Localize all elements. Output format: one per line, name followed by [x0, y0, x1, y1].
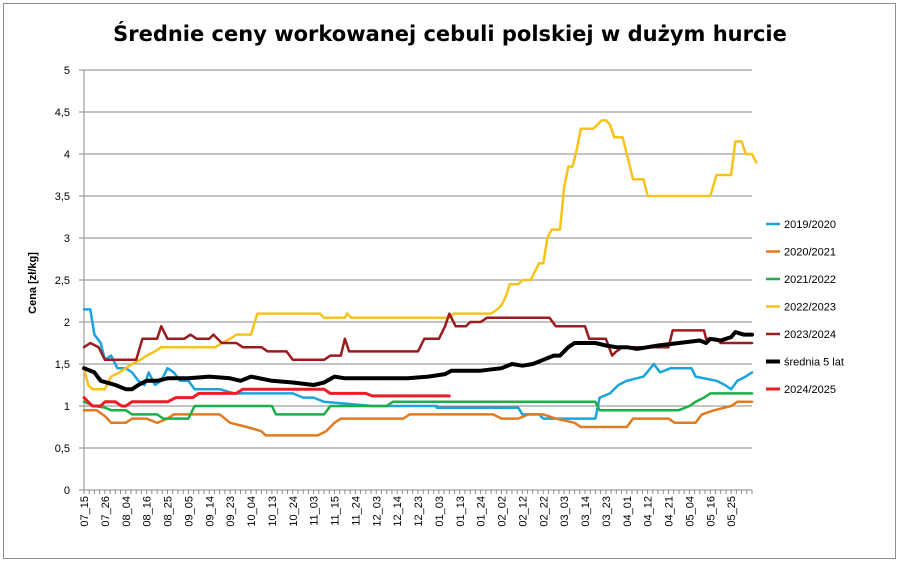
y-tick-label: 4,5 — [55, 107, 70, 119]
x-tick-label: 09_14 — [204, 496, 216, 527]
x-tick-label: 08_16 — [142, 496, 154, 527]
y-tick-label: 0 — [64, 485, 70, 497]
x-axis: 07_15 07_26 08_04 08_16 08_25 09_05 09_14 09_23… — [79, 489, 753, 527]
series-line--rednia-5-lat — [82, 330, 754, 392]
y-tick-label: 3 — [64, 233, 70, 245]
legend-entry: 2023/2024 — [784, 329, 836, 341]
x-tick-label: 02_12 — [517, 496, 529, 527]
x-tick-label: 11_15 — [330, 496, 342, 526]
x-tick-label: 12_03 — [371, 496, 383, 527]
y-tick-label: 0,5 — [55, 443, 70, 455]
gridlines — [84, 69, 752, 449]
series-lines — [82, 119, 758, 437]
chart-frame — [3, 3, 896, 559]
x-tick-label: 04_12 — [643, 496, 655, 527]
x-tick-label: 05_25 — [726, 496, 738, 527]
x-tick-label: 09_05 — [183, 496, 195, 527]
x-tick-label: 03_23 — [601, 496, 613, 527]
x-tick-label: 04_21 — [664, 496, 676, 527]
x-tick-label: 02_02 — [497, 496, 509, 527]
x-tick-label: 01_03 — [434, 496, 446, 527]
x-tick-label: 03_03 — [559, 496, 571, 527]
y-tick-label: 1 — [64, 401, 70, 413]
chart-title: Średnie ceny workowanej cebuli polskiej … — [113, 22, 787, 46]
x-tick-label: 05_16 — [705, 496, 717, 527]
y-tick-label: 4 — [64, 149, 70, 161]
y-axis-label: Cena [zł/kg] — [27, 252, 39, 314]
x-tick-label: 08_04 — [121, 496, 133, 527]
legend: 2019/2020 2020/2021 2021/2022 2022/2023 2023… — [766, 219, 844, 396]
x-tick-label: 07_26 — [100, 496, 112, 527]
x-tick-label: 05_04 — [684, 496, 696, 527]
x-tick-label: 12_23 — [413, 496, 425, 527]
x-tick-label: 10_24 — [288, 496, 300, 527]
x-tick-label: 11_03 — [309, 496, 321, 526]
x-tick-label: 01_13 — [455, 496, 467, 527]
x-tick-label: 04_01 — [622, 496, 634, 527]
x-tick-label: 07_15 — [79, 496, 91, 527]
x-tick-label: 12_14 — [392, 496, 404, 527]
y-tick-label: 2,5 — [55, 275, 70, 287]
series-line-2023-2024 — [82, 312, 754, 362]
legend-entry: 2022/2023 — [784, 302, 836, 314]
series-line-2021-2022 — [82, 392, 754, 420]
legend-entry: 2024/2025 — [784, 384, 836, 396]
x-tick-label: 10_04 — [246, 496, 258, 527]
x-tick-label: 09_23 — [225, 496, 237, 527]
series-line-2024-2025 — [82, 387, 451, 408]
y-tick-label: 2 — [64, 317, 70, 329]
y-tick-label: 1,5 — [55, 359, 70, 371]
x-tick-label: 02_22 — [538, 496, 550, 527]
x-tick-label: 10_13 — [267, 496, 279, 527]
x-tick-label: 11_24 — [350, 496, 362, 526]
x-tick-label: 03_14 — [580, 496, 592, 527]
x-tick-label: 01_24 — [476, 496, 488, 527]
x-tick-label: 08_25 — [163, 496, 175, 527]
legend-entry: średnia 5 lat — [784, 357, 844, 369]
y-tick-label: 3,5 — [55, 191, 70, 203]
series-line-2020-2021 — [82, 400, 754, 437]
series-line-2022-2023 — [82, 119, 758, 391]
legend-entry: 2020/2021 — [784, 247, 836, 259]
y-tick-label: 5 — [64, 65, 70, 77]
legend-entry: 2021/2022 — [784, 274, 836, 286]
legend-entry: 2019/2020 — [784, 219, 836, 231]
y-axis: 0 0,5 1 1,5 2 2,5 3 3,5 4 4,5 5 — [55, 65, 85, 497]
